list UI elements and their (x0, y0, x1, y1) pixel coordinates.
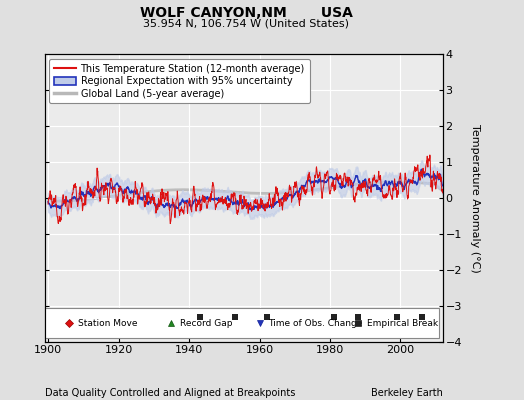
Text: WOLF CANYON,NM       USA: WOLF CANYON,NM USA (140, 6, 353, 20)
FancyBboxPatch shape (45, 308, 439, 338)
Text: 35.954 N, 106.754 W (United States): 35.954 N, 106.754 W (United States) (143, 18, 350, 28)
Text: Time of Obs. Change: Time of Obs. Change (268, 318, 363, 328)
Y-axis label: Temperature Anomaly (°C): Temperature Anomaly (°C) (471, 124, 481, 272)
Text: Station Move: Station Move (78, 318, 137, 328)
Text: Empirical Break: Empirical Break (367, 318, 438, 328)
Legend: This Temperature Station (12-month average), Regional Expectation with 95% uncer: This Temperature Station (12-month avera… (49, 59, 310, 104)
Text: Data Quality Controlled and Aligned at Breakpoints: Data Quality Controlled and Aligned at B… (45, 388, 295, 398)
Text: Berkeley Earth: Berkeley Earth (371, 388, 443, 398)
Text: Record Gap: Record Gap (180, 318, 233, 328)
